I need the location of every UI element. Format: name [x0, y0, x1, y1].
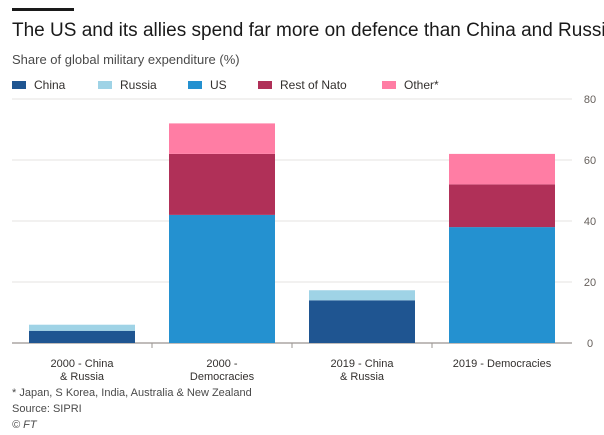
legend-swatch-russia [98, 81, 112, 89]
x-tick-label: 2000 - China [51, 358, 115, 370]
legend-label-russia: Russia [120, 78, 157, 92]
legend-label-us: US [210, 78, 227, 92]
bar-china-2000-china-russia [29, 330, 135, 343]
x-tick-label: & Russia [60, 371, 105, 383]
title-rule [12, 8, 74, 11]
legend-swatch-us [188, 81, 202, 89]
x-tick-label: 2019 - China [331, 358, 395, 370]
chart-title: The US and its allies spend far more on … [12, 20, 604, 41]
x-tick-label: 2019 - Democracies [453, 358, 552, 370]
bar-us-2019-democracies [449, 227, 555, 343]
legend-label-china: China [34, 78, 66, 92]
footnote: * Japan, S Korea, India, Australia & New… [12, 387, 252, 399]
chart-subtitle: Share of global military expenditure (%) [12, 52, 240, 67]
y-tick-label: 80 [584, 94, 596, 106]
bar-rest-of-nato-2000-democracies [169, 153, 275, 215]
bar-russia-2019-china-russia [309, 290, 415, 301]
y-tick-label: 0 [587, 338, 593, 350]
bar-china-2019-china-russia [309, 300, 415, 343]
x-tick-label: & Russia [340, 371, 385, 383]
bar-russia-2000-china-russia [29, 324, 135, 331]
y-tick-label: 60 [584, 155, 596, 167]
legend-swatch-other [382, 81, 396, 89]
bar-other-2019-democracies [449, 153, 555, 185]
x-tick-label: 2000 - [206, 358, 238, 370]
source-note: Source: SIPRI [12, 403, 82, 415]
y-tick-label: 40 [584, 216, 596, 228]
legend-label-other: Other* [404, 78, 439, 92]
x-tick-label: Democracies [190, 371, 255, 383]
bar-other-2000-democracies [169, 123, 275, 154]
legend-swatch-rest-of-nato [258, 81, 272, 89]
legend-swatch-china [12, 81, 26, 89]
bar-us-2000-democracies [169, 214, 275, 343]
legend-label-rest-of-nato: Rest of Nato [280, 78, 347, 92]
bar-rest-of-nato-2019-democracies [449, 184, 555, 228]
y-tick-label: 20 [584, 277, 596, 289]
credit-note: © FT [12, 419, 37, 431]
